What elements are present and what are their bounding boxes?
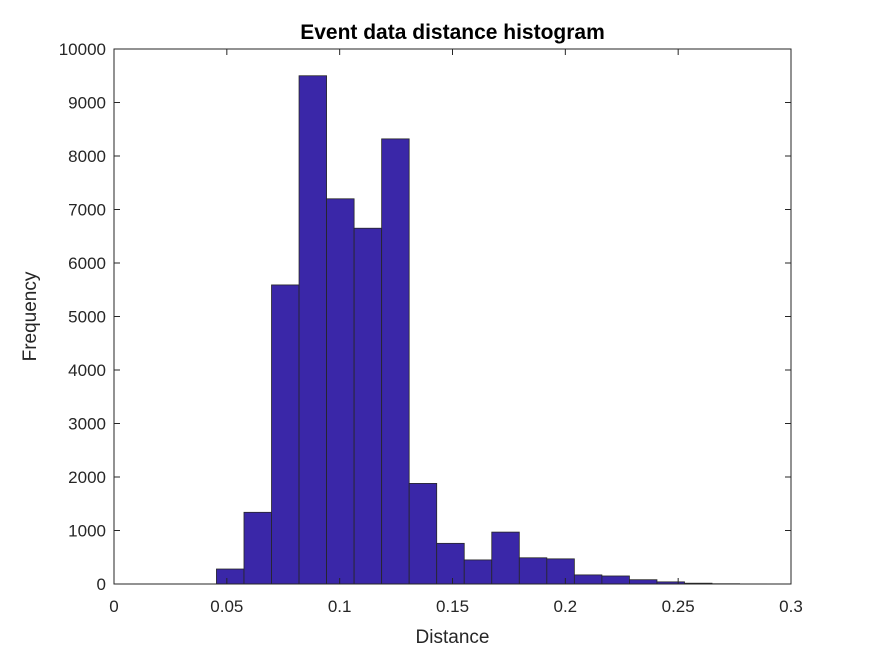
x-tick-label: 0.15 <box>436 597 469 616</box>
y-tick-label: 4000 <box>68 361 106 380</box>
y-tick-label: 1000 <box>68 522 106 541</box>
histogram-bar <box>573 574 603 585</box>
x-tick-label: 0 <box>109 597 118 616</box>
chart-title: Event data distance histogram <box>300 21 605 44</box>
y-tick-label: 5000 <box>68 308 106 327</box>
histogram-bar <box>518 557 548 585</box>
x-axis-label: Distance <box>416 627 490 648</box>
histogram-bar <box>601 575 630 585</box>
y-tick-label: 7000 <box>68 201 106 220</box>
histogram-bar <box>271 284 300 585</box>
histogram-bar <box>408 483 438 585</box>
histogram-bar <box>629 579 658 585</box>
x-tick-label: 0.25 <box>662 597 695 616</box>
y-tick-label: 8000 <box>68 147 106 166</box>
histogram-bar <box>243 511 272 585</box>
x-tick-label: 0.05 <box>210 597 243 616</box>
histogram-bar <box>491 531 520 585</box>
plot-area <box>114 49 791 584</box>
histogram-bar <box>326 198 355 585</box>
y-tick-label: 10000 <box>59 40 106 59</box>
x-tick-label: 0.2 <box>554 597 578 616</box>
histogram-bar <box>463 559 493 585</box>
histogram-bar <box>436 542 465 585</box>
histogram-bar <box>546 558 575 585</box>
y-tick-label: 0 <box>97 575 106 594</box>
histogram-bar <box>298 75 327 585</box>
histogram-bar <box>353 227 383 585</box>
y-tick-label: 6000 <box>68 254 106 273</box>
histogram-bar <box>381 138 410 585</box>
y-tick-label: 2000 <box>68 468 106 487</box>
histogram-bars <box>216 75 768 585</box>
y-tick-label: 9000 <box>68 94 106 113</box>
x-tick-label: 0.1 <box>328 597 352 616</box>
y-axis-label: Frequency <box>20 271 41 361</box>
x-tick-label: 0.3 <box>779 597 803 616</box>
histogram-bar <box>216 568 245 585</box>
y-tick-label: 3000 <box>68 415 106 434</box>
ticks: 0 0.05 0.1 0.15 0.2 0.25 0.3 0 1000 2000 3000 4000 5… <box>59 40 803 616</box>
